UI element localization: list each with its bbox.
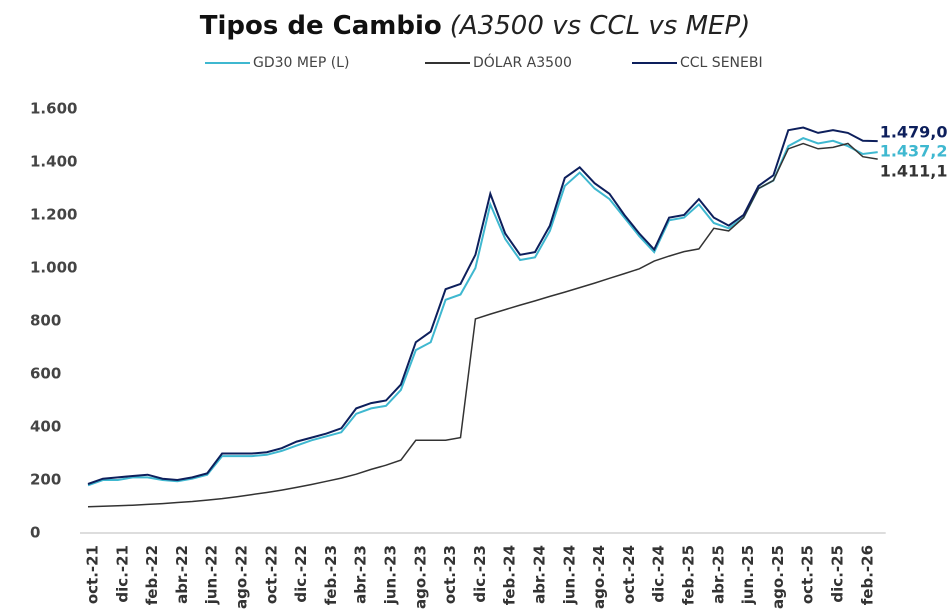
x-tick-label: ago.-25 [769, 545, 787, 609]
chart-title: Tipos de Cambio [200, 11, 442, 41]
y-tick-label: 800 [30, 312, 61, 330]
y-tick-label: 0 [30, 524, 40, 542]
x-tick-label: oct.-23 [441, 545, 459, 604]
x-tick-label: feb.-23 [322, 545, 340, 605]
x-tick-label: oct.-25 [799, 545, 817, 604]
x-tick-label: abr.-24 [531, 545, 549, 604]
x-tick-label: jun.-25 [739, 545, 757, 605]
series-line [87, 137, 878, 487]
x-tick-label: feb.-25 [680, 545, 698, 605]
x-tick-label: ago.-24 [590, 545, 608, 609]
x-tick-label: ago.-22 [233, 545, 251, 609]
y-tick-label: 400 [30, 418, 61, 436]
y-tick-label: 1.000 [30, 259, 77, 277]
end-value-label: 1.437,2 [880, 142, 948, 161]
y-tick-label: 1.600 [30, 100, 77, 118]
y-tick-label: 200 [30, 471, 61, 489]
x-tick-label: jun.-24 [560, 545, 578, 605]
y-tick-label: 600 [30, 365, 61, 383]
legend-label: GD30 MEP (L) [253, 55, 349, 71]
series-line [87, 126, 878, 485]
x-tick-label: dic.-23 [471, 545, 489, 603]
x-tick-label: feb.-24 [501, 545, 519, 605]
x-tick-label: abr.-23 [352, 545, 370, 604]
x-tick-label: abr.-22 [173, 545, 191, 604]
y-tick-label: 1.400 [30, 153, 77, 171]
title-group: Tipos de Cambio (A3500 vs CCL vs MEP) [200, 11, 751, 41]
x-tick-label: dic.-25 [829, 545, 847, 603]
x-tick-label: oct.-22 [262, 545, 280, 604]
end-value-label: 1.479,0 [880, 123, 948, 142]
x-tick-label: dic.-24 [650, 545, 668, 603]
x-tick-label: oct.-21 [84, 545, 102, 604]
y-tick-label: 1.200 [30, 206, 77, 224]
legend-label: DÓLAR A3500 [473, 53, 572, 71]
x-tick-label: abr.-25 [709, 545, 727, 604]
x-tick-label: feb.-22 [143, 545, 161, 605]
x-tick-label: oct.-24 [620, 545, 638, 604]
legend-label: CCL SENEBI [680, 55, 763, 71]
series-line [87, 142, 878, 508]
end-value-label: 1.411,1 [880, 162, 948, 181]
x-tick-label: jun.-22 [203, 545, 221, 605]
x-tick-label: ago.-23 [411, 545, 429, 609]
x-tick-label: dic.-21 [113, 545, 131, 603]
x-tick-label: feb.-26 [858, 545, 876, 605]
x-tick-label: jun.-23 [382, 545, 400, 605]
x-tick-label: dic.-22 [292, 545, 310, 603]
chart-subtitle: (A3500 vs CCL vs MEP) [450, 11, 751, 41]
